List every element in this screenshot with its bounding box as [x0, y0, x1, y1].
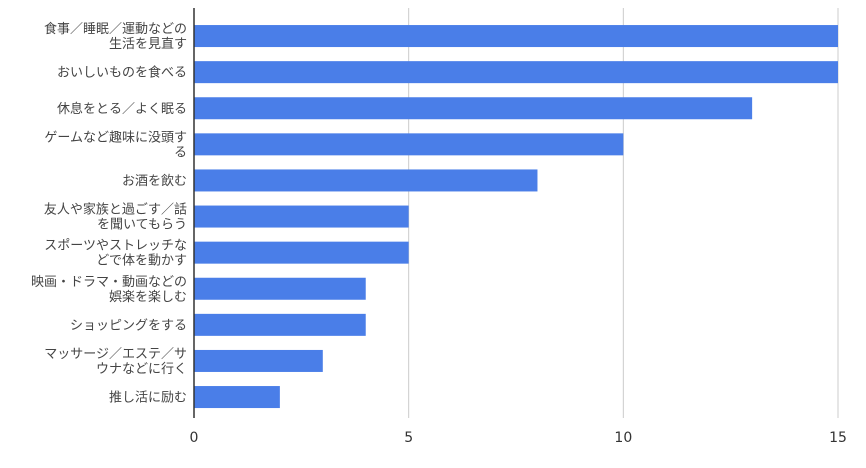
- category-label-line: ショッピングをする: [70, 318, 187, 333]
- category-label-line: マッサージ／エステ／サ: [44, 347, 187, 362]
- category-label-line: おいしいものを食べる: [57, 65, 187, 81]
- bar-4: [194, 169, 538, 192]
- x-tick-label-0: 0: [190, 430, 199, 446]
- category-label-10: 推し活に励む: [109, 391, 187, 406]
- bars-group: [194, 25, 838, 409]
- category-label-line: 食事／睡眠／運動などの: [44, 21, 187, 37]
- bar-1: [194, 61, 838, 84]
- category-label-line: 友人や家族と過ごす／話: [44, 202, 187, 218]
- category-label-5: 友人や家族と過ごす／話を聞いてもらう: [44, 202, 187, 233]
- category-label-3: ゲームなど趣味に没頭する: [44, 130, 187, 160]
- x-tick-label-1: 5: [404, 430, 413, 446]
- bar-6: [194, 241, 409, 264]
- category-label-line: を聞いてもらう: [97, 218, 187, 233]
- bar-9: [194, 349, 323, 372]
- category-label-6: スポーツやストレッチなどで体を動かす: [44, 239, 187, 269]
- category-label-line: 娯楽を楽しむ: [109, 289, 187, 305]
- bar-10: [194, 386, 280, 409]
- category-label-line: ゲームなど趣味に没頭す: [44, 130, 187, 145]
- bar-2: [194, 97, 753, 120]
- category-labels: 食事／睡眠／運動などの生活を見直すおいしいものを食べる休息をとる／よく眠るゲーム…: [31, 21, 187, 406]
- bar-5: [194, 205, 409, 228]
- category-label-line: スポーツやストレッチな: [44, 239, 187, 254]
- x-tick-label-2: 10: [614, 430, 632, 446]
- x-tick-labels: 0 5 10 15: [190, 430, 847, 446]
- category-label-9: マッサージ／エステ／サウナなどに行く: [44, 347, 187, 377]
- bar-8: [194, 313, 366, 336]
- category-label-4: お酒を飲む: [122, 173, 187, 189]
- x-tick-label-3: 15: [829, 430, 847, 446]
- category-label-1: おいしいものを食べる: [57, 65, 187, 81]
- category-label-line: 休息をとる／よく眠る: [57, 101, 187, 117]
- category-label-2: 休息をとる／よく眠る: [57, 101, 187, 117]
- bar-0: [194, 25, 838, 48]
- category-label-line: お酒を飲む: [122, 173, 187, 189]
- bar-7: [194, 277, 366, 300]
- bar-3: [194, 133, 624, 156]
- category-label-line: 推し活に励む: [109, 391, 187, 406]
- category-label-line: 生活を見直す: [109, 37, 187, 52]
- category-label-7: 映画・ドラマ・動画などの娯楽を楽しむ: [31, 275, 187, 305]
- category-label-line: ウナなどに行く: [96, 362, 187, 377]
- category-label-8: ショッピングをする: [70, 318, 187, 333]
- category-label-line: る: [174, 145, 187, 160]
- category-label-line: どで体を動かす: [96, 254, 187, 269]
- category-label-0: 食事／睡眠／運動などの生活を見直す: [44, 21, 187, 52]
- category-label-line: 映画・ドラマ・動画などの: [31, 275, 187, 290]
